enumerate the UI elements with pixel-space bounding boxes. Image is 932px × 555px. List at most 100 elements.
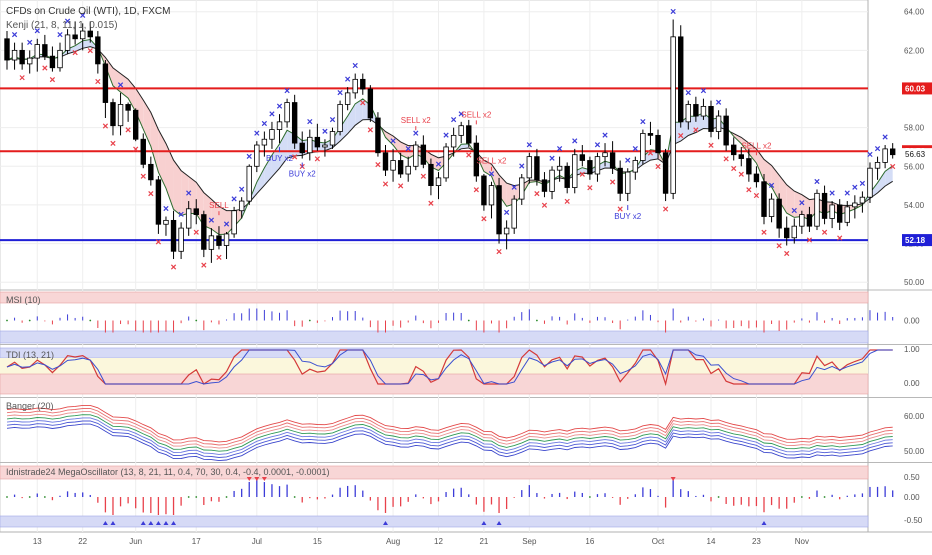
buy-marker-68 — [519, 163, 525, 169]
buy-marker-116 — [882, 134, 888, 140]
buy-marker-35 — [269, 111, 275, 117]
candle-body — [503, 227, 510, 235]
candle — [647, 121, 654, 146]
candle-body — [337, 104, 343, 132]
banger-line-6 — [6, 423, 893, 462]
sell-marker-26 — [201, 262, 207, 268]
sell-marker-91 — [693, 127, 699, 133]
sell-marker-19 — [148, 190, 154, 197]
candle — [715, 110, 722, 140]
candle-body — [140, 138, 146, 165]
sell-marker-74 — [564, 198, 570, 204]
time-tick-label: 23 — [752, 537, 761, 546]
indicator-label: Kenji (21, 8, 11, 1, 0.015) — [6, 20, 118, 31]
mega-tick-low: -0.50 — [904, 516, 923, 525]
banger-tick-high: 60.00 — [904, 412, 925, 421]
buy-marker-21 — [163, 205, 169, 212]
sell-marker-52 — [398, 183, 404, 189]
candle — [837, 199, 843, 231]
buy-marker-46 — [352, 62, 358, 69]
mega-buy-triangle — [110, 521, 116, 525]
candle-body — [216, 235, 222, 246]
msi-dot — [6, 319, 8, 322]
candle — [80, 23, 86, 51]
candle — [231, 206, 237, 238]
candle — [450, 127, 457, 157]
candle — [776, 193, 782, 238]
candles[interactable] — [4, 19, 896, 263]
sell-marker-18 — [140, 173, 146, 179]
candle-body — [231, 210, 237, 235]
candle-body — [11, 49, 18, 61]
candle-body — [511, 198, 517, 229]
candle-body — [375, 117, 381, 154]
buy-marker-111 — [844, 190, 850, 196]
buy-marker-109 — [829, 190, 835, 196]
mega-sell-triangle — [670, 477, 676, 481]
candle — [329, 127, 336, 149]
candle — [534, 148, 540, 186]
candle-body — [723, 115, 729, 146]
candle-body — [829, 204, 835, 219]
candle — [655, 129, 661, 159]
sell-marker-49 — [375, 162, 381, 168]
sell-marker-117 — [890, 163, 896, 170]
signal-label: SELL x2 — [401, 116, 431, 125]
candle-body — [49, 55, 56, 69]
candle — [367, 85, 374, 122]
candle-body — [670, 36, 676, 194]
candle-body — [693, 104, 699, 117]
cloud-segment-102 — [771, 165, 780, 201]
candle-body — [655, 134, 661, 154]
buy-marker-64 — [488, 171, 495, 177]
signal-label: BUY x2 — [266, 154, 294, 163]
candle — [238, 197, 245, 219]
candle — [678, 25, 684, 128]
candle — [307, 129, 313, 161]
time-tick-label: Aug — [386, 537, 400, 546]
sell-marker-13 — [102, 123, 109, 129]
sell-marker-81 — [617, 206, 623, 212]
candle-body — [170, 219, 177, 252]
sell-marker-106 — [806, 237, 813, 243]
sell-marker-16 — [125, 127, 131, 133]
candle — [49, 46, 56, 72]
sell-marker-108 — [821, 229, 828, 235]
cloud-segment-35 — [264, 155, 272, 186]
candle-body — [95, 36, 101, 65]
candle-body — [708, 105, 714, 132]
msi-dot — [195, 319, 198, 322]
candle — [34, 38, 40, 72]
time-tick-label: 13 — [33, 537, 42, 546]
candle-body — [420, 144, 427, 165]
candle-body — [844, 206, 850, 223]
buy-marker-83 — [632, 146, 638, 152]
candle — [140, 133, 146, 169]
buy-marker-66 — [503, 209, 510, 216]
price-tick-label: 56.00 — [904, 162, 925, 171]
cloud-segment-28 — [211, 199, 219, 235]
candle — [405, 156, 411, 182]
candle-body — [731, 144, 737, 156]
sell-marker-63 — [481, 216, 487, 222]
mega-buy-triangle — [481, 521, 487, 525]
candle — [821, 185, 828, 225]
cloud-segment-23 — [173, 160, 182, 216]
buy-marker-4 — [34, 28, 40, 34]
mega-buy-triangle — [148, 521, 154, 525]
candle-body — [814, 192, 820, 227]
sell-marker-70 — [534, 190, 540, 197]
sell-marker-110 — [837, 235, 843, 241]
candle-body — [34, 44, 40, 59]
last-price-badge — [902, 148, 932, 161]
mega-dot — [6, 496, 8, 498]
candle — [155, 175, 162, 234]
candle-body — [102, 63, 109, 103]
cloud-segment-11 — [82, 39, 91, 49]
buy-marker-40 — [307, 118, 313, 125]
candle — [859, 191, 866, 213]
buy-marker-36 — [276, 103, 283, 109]
candle — [420, 135, 427, 169]
candle-body — [761, 181, 767, 217]
candle — [314, 123, 321, 151]
